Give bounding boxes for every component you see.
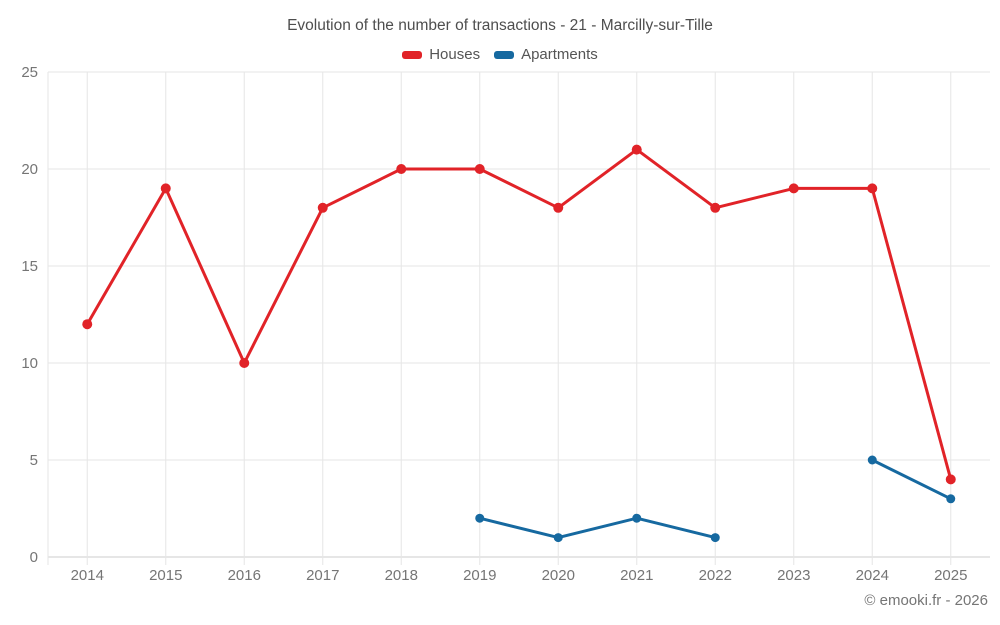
chart-title: Evolution of the number of transactions … — [287, 17, 713, 34]
apartments-legend-label: Apartments — [521, 46, 598, 63]
houses-legend-swatch — [402, 50, 423, 59]
houses-data-point[interactable] — [160, 183, 171, 194]
y-tick-label: 10 — [21, 355, 38, 372]
x-tick-label: 2017 — [306, 567, 339, 584]
apartments-line — [478, 516, 717, 540]
apartments-data-point[interactable] — [946, 494, 956, 504]
x-tick-label: 2025 — [934, 567, 967, 584]
apartments-data-point[interactable] — [710, 533, 720, 543]
x-tick-label: 2015 — [149, 567, 182, 584]
houses-data-point[interactable] — [710, 202, 721, 213]
houses-data-point[interactable] — [396, 164, 407, 174]
x-tick-label: 2022 — [699, 567, 732, 584]
houses-line — [85, 148, 953, 481]
x-tick-label: 2024 — [856, 567, 889, 584]
x-tick-label: 2021 — [620, 567, 653, 584]
houses-data-point[interactable] — [945, 474, 956, 485]
legend-item-apartments[interactable]: Apartments — [494, 46, 598, 63]
y-tick-label: 0 — [30, 549, 38, 566]
legend: Houses Apartments — [0, 46, 1000, 63]
houses-legend-label: Houses — [429, 46, 481, 63]
copyright-footer: © emooki.fr - 2026 — [864, 592, 988, 609]
houses-data-point[interactable] — [239, 358, 250, 368]
y-tick-label: 5 — [30, 452, 38, 469]
x-tick-label: 2014 — [71, 567, 104, 584]
houses-data-point[interactable] — [867, 183, 878, 194]
x-tick-label: 2018 — [385, 567, 418, 584]
apartments-data-point[interactable] — [632, 513, 642, 523]
x-tick-label: 2020 — [542, 567, 575, 584]
houses-data-point[interactable] — [631, 144, 642, 155]
houses-data-point[interactable] — [317, 202, 328, 213]
legend-item-houses[interactable]: Houses — [402, 46, 480, 63]
apartments-data-point[interactable] — [475, 513, 485, 523]
houses-data-point[interactable] — [82, 319, 93, 330]
apartments-data-point[interactable] — [553, 533, 563, 543]
y-tick-label: 25 — [21, 64, 38, 81]
y-tick-label: 15 — [21, 258, 38, 275]
apartments-data-point[interactable] — [867, 455, 877, 465]
apartments-line — [870, 458, 953, 501]
x-tick-label: 2023 — [777, 567, 810, 584]
houses-data-point[interactable] — [788, 183, 799, 194]
houses-data-point[interactable] — [553, 202, 564, 213]
x-tick-label: 2016 — [228, 567, 261, 584]
apartments-legend-swatch — [494, 50, 515, 59]
houses-data-point[interactable] — [474, 164, 485, 174]
y-tick-label: 20 — [21, 161, 38, 178]
x-tick-label: 2019 — [463, 567, 496, 584]
